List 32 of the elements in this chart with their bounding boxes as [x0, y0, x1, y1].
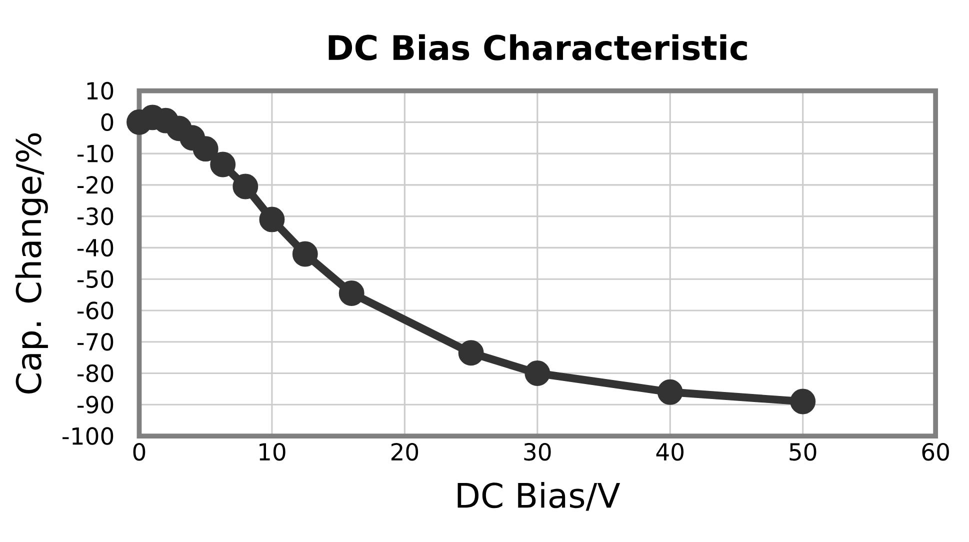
y-axis-title: Cap. Change/%: [15, 133, 48, 394]
y-tick-label: -10: [77, 144, 114, 163]
point: [259, 206, 285, 232]
x-tick-label: 30: [524, 443, 551, 461]
point: [338, 280, 364, 306]
x-tick-label: 60: [922, 443, 949, 461]
point: [524, 360, 550, 386]
point: [790, 388, 816, 414]
y-tick-label: 10: [87, 82, 114, 100]
x-tick-label: 50: [790, 443, 816, 461]
y-tick-label: -30: [77, 208, 114, 226]
x-tick-label: 40: [656, 443, 684, 461]
y-tick-label: -20: [77, 176, 114, 194]
point: [458, 340, 484, 366]
y-tick-label: -100: [62, 427, 114, 445]
y-tick-label: -90: [77, 396, 114, 414]
point: [192, 136, 218, 162]
point: [292, 241, 318, 267]
point: [210, 152, 236, 178]
point: [657, 379, 683, 405]
y-tick-label: 0: [101, 113, 114, 132]
point: [232, 174, 258, 200]
y-tick-label: -80: [77, 364, 114, 382]
x-tick-label: 20: [391, 443, 418, 461]
x-tick-label: 10: [260, 443, 286, 461]
chart-title: DC Bias Characteristic: [328, 34, 747, 60]
x-axis-title: DC Bias/V: [458, 482, 620, 511]
y-tick-label: -70: [77, 333, 114, 351]
x-tick-label: 0: [133, 443, 146, 461]
y-tick-label: -50: [77, 270, 114, 288]
y-tick-label: -40: [77, 238, 114, 257]
y-tick-label: -60: [77, 302, 114, 320]
